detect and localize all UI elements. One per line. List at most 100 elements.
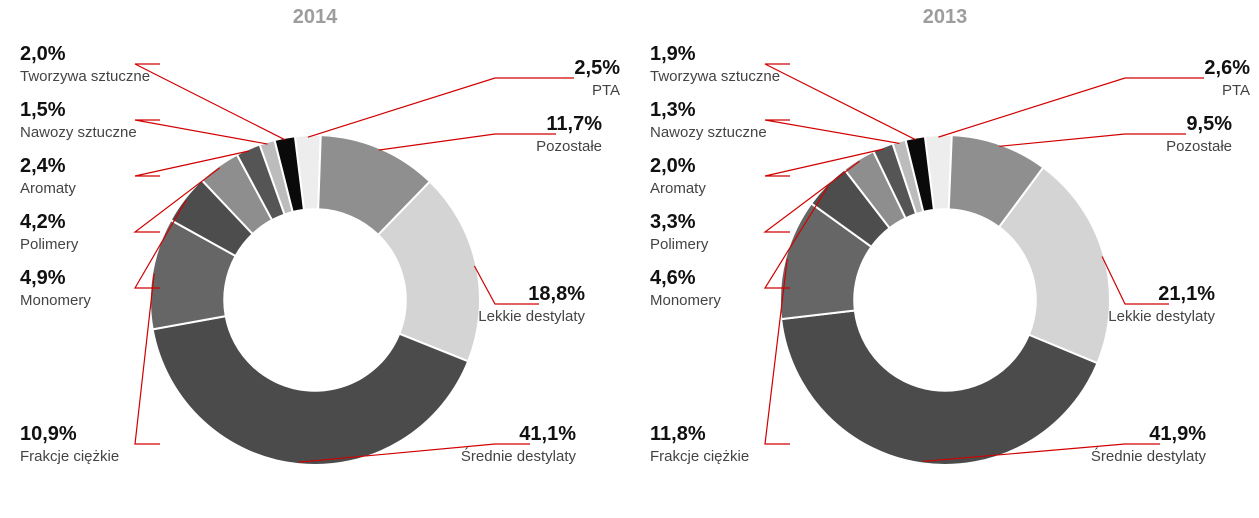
label-name: Nawozy sztuczne: [650, 124, 767, 142]
slice-nawozy-sztuczne: [260, 140, 293, 214]
label-nawozy-sztuczne: 1,3% Nawozy sztuczne: [650, 98, 767, 142]
label-name: PTA: [1204, 82, 1250, 100]
leader-line: [135, 151, 249, 176]
leader-line: [765, 259, 790, 444]
panel-title-2013: 2013: [630, 6, 1259, 29]
label-percent: 1,3%: [650, 98, 767, 122]
label-monomery: 4,6% Monomery: [650, 266, 721, 310]
slice-średnie-destylaty: [153, 316, 469, 465]
label-percent: 41,9%: [1091, 422, 1206, 446]
leader-line: [938, 78, 1204, 137]
label-name: Polimery: [650, 236, 708, 254]
label-frakcje-ciężkie: 10,9% Frakcje ciężkie: [20, 422, 119, 466]
label-percent: 4,9%: [20, 266, 91, 290]
slice-aromaty: [237, 145, 285, 220]
label-percent: 3,3%: [650, 210, 708, 234]
label-monomery: 4,9% Monomery: [20, 266, 91, 310]
label-name: Monomery: [650, 292, 721, 310]
label-średnie-destylaty: 41,1% Średnie destylaty: [461, 422, 576, 466]
label-tworzywa-sztuczne: 2,0% Tworzywa sztuczne: [20, 42, 150, 86]
page: 2014 2,5% PTA 11,7% Pozostałe 18,8% Lekkie de…: [0, 0, 1259, 518]
label-name: Lekkie destylaty: [1108, 308, 1215, 326]
slice-frakcje-ciężkie: [780, 203, 871, 319]
label-aromaty: 2,4% Aromaty: [20, 154, 76, 198]
slice-pozostałe: [318, 135, 430, 235]
leader-line: [135, 168, 220, 232]
slice-polimery: [844, 151, 905, 228]
label-pta: 2,6% PTA: [1204, 56, 1250, 100]
slice-tworzywa-sztuczne: [275, 136, 304, 212]
label-percent: 11,8%: [650, 422, 749, 446]
label-nawozy-sztuczne: 1,5% Nawozy sztuczne: [20, 98, 137, 142]
label-percent: 4,6%: [650, 266, 721, 290]
label-name: Monomery: [20, 292, 91, 310]
slice-tworzywa-sztuczne: [906, 136, 934, 212]
label-tworzywa-sztuczne: 1,9% Tworzywa sztuczne: [650, 42, 780, 86]
label-name: PTA: [574, 82, 620, 100]
label-name: Średnie destylaty: [1091, 448, 1206, 466]
label-pozostałe: 11,7% Pozostałe: [536, 112, 602, 156]
label-name: Polimery: [20, 236, 78, 254]
leader-line: [135, 200, 186, 288]
leader-line: [135, 273, 160, 444]
label-percent: 2,0%: [20, 42, 150, 66]
label-percent: 2,4%: [20, 154, 76, 178]
slice-lekkie-destylaty: [999, 167, 1110, 363]
label-percent: 4,2%: [20, 210, 78, 234]
label-polimery: 4,2% Polimery: [20, 210, 78, 254]
leader-line: [135, 120, 268, 144]
label-pta: 2,5% PTA: [574, 56, 620, 100]
leader-line: [765, 64, 916, 140]
leader-line: [765, 149, 884, 176]
label-name: Nawozy sztuczne: [20, 124, 137, 142]
label-name: Tworzywa sztuczne: [20, 68, 150, 86]
label-name: Pozostałe: [1166, 138, 1232, 156]
label-name: Aromaty: [650, 180, 706, 198]
slice-pozostałe: [949, 135, 1044, 227]
label-percent: 11,7%: [536, 112, 602, 136]
label-percent: 18,8%: [478, 282, 585, 306]
label-lekkie-destylaty: 21,1% Lekkie destylaty: [1108, 282, 1215, 326]
label-name: Frakcje ciężkie: [20, 448, 119, 466]
label-percent: 10,9%: [20, 422, 119, 446]
label-pozostałe: 9,5% Pozostałe: [1166, 112, 1232, 156]
label-percent: 2,6%: [1204, 56, 1250, 80]
label-name: Aromaty: [20, 180, 76, 198]
leader-line: [308, 78, 574, 137]
label-name: Frakcje ciężkie: [650, 448, 749, 466]
panel-title-2014: 2014: [0, 6, 630, 29]
leader-line: [999, 134, 1186, 146]
leader-line: [765, 120, 900, 143]
slice-pta: [925, 135, 952, 210]
label-name: Lekkie destylaty: [478, 308, 585, 326]
slice-frakcje-ciężkie: [150, 220, 236, 329]
label-średnie-destylaty: 41,9% Średnie destylaty: [1091, 422, 1206, 466]
label-name: Tworzywa sztuczne: [650, 68, 780, 86]
label-frakcje-ciężkie: 11,8% Frakcje ciężkie: [650, 422, 749, 466]
leader-line: [765, 161, 859, 232]
slice-monomery: [811, 169, 889, 247]
slice-nawozy-sztuczne: [893, 140, 924, 214]
slice-polimery: [202, 155, 272, 234]
slice-monomery: [171, 180, 253, 256]
label-percent: 1,5%: [20, 98, 137, 122]
label-name: Średnie destylaty: [461, 448, 576, 466]
label-percent: 41,1%: [461, 422, 576, 446]
label-percent: 2,5%: [574, 56, 620, 80]
label-polimery: 3,3% Polimery: [650, 210, 708, 254]
slice-średnie-destylaty: [781, 310, 1097, 465]
label-lekkie-destylaty: 18,8% Lekkie destylaty: [478, 282, 585, 326]
label-percent: 2,0%: [650, 154, 706, 178]
leader-line: [765, 187, 828, 288]
label-name: Pozostałe: [536, 138, 602, 156]
panel-2014: 2014 2,5% PTA 11,7% Pozostałe 18,8% Lekkie de…: [0, 0, 630, 518]
label-percent: 21,1%: [1108, 282, 1215, 306]
slice-pta: [295, 135, 321, 210]
slice-aromaty: [873, 144, 916, 219]
label-percent: 1,9%: [650, 42, 780, 66]
slice-lekkie-destylaty: [378, 182, 480, 362]
panel-2013: 2013 2,6% PTA 9,5% Pozostałe 21,1% Lekkie des…: [630, 0, 1259, 518]
label-percent: 9,5%: [1166, 112, 1232, 136]
leader-line: [379, 134, 556, 150]
leader-line: [135, 64, 285, 140]
